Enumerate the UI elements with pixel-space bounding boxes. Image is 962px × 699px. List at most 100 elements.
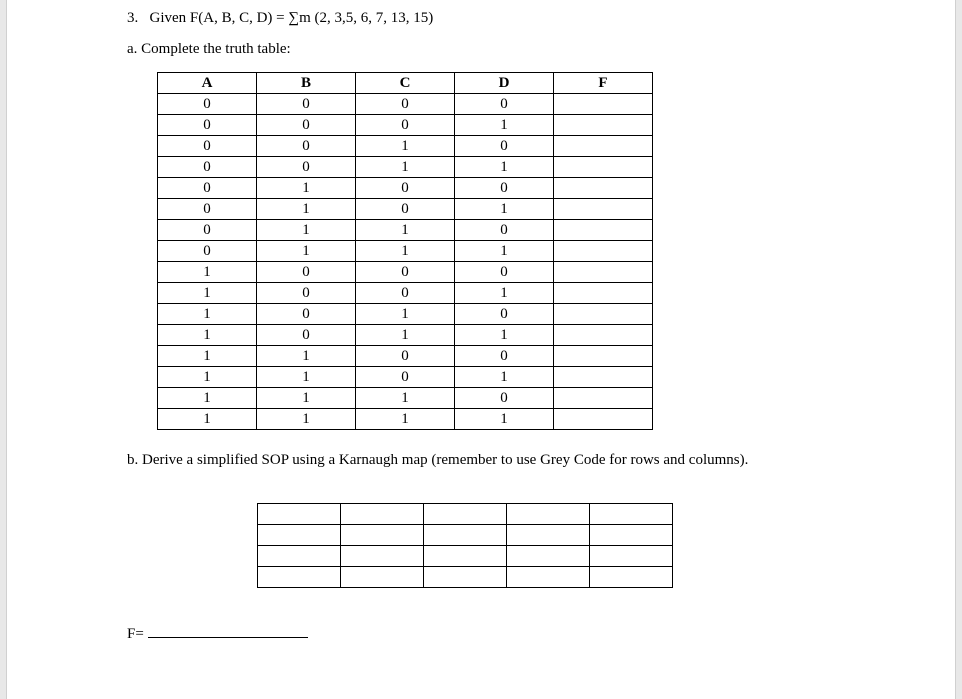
part-b-label: b. Derive a simplified SOP using a Karna…	[127, 452, 845, 469]
answer-line: F=	[127, 622, 845, 643]
table-cell: 1	[158, 409, 257, 430]
table-cell: 1	[257, 199, 356, 220]
table-row: 1100	[158, 346, 653, 367]
kmap-cell	[507, 546, 590, 567]
kmap-cell	[258, 525, 341, 546]
table-row: 0001	[158, 115, 653, 136]
kmap-cell	[590, 546, 673, 567]
table-cell: 0	[158, 220, 257, 241]
table-cell: 1	[455, 367, 554, 388]
answer-blank	[148, 622, 308, 638]
table-cell: 0	[158, 115, 257, 136]
table-cell: 1	[257, 346, 356, 367]
question-line: 3. Given F(A, B, C, D) = ∑m (2, 3,5, 6, …	[127, 10, 845, 27]
table-cell: 0	[455, 220, 554, 241]
table-cell: 1	[356, 409, 455, 430]
table-cell: 0	[257, 325, 356, 346]
question-number: 3.	[127, 10, 138, 26]
table-row: 1001	[158, 283, 653, 304]
table-cell: 0	[455, 262, 554, 283]
truth-table: A B C D F 000000010010001101000101011001…	[157, 72, 653, 430]
table-cell: 0	[158, 94, 257, 115]
table-cell: 1	[356, 220, 455, 241]
kmap-cell	[341, 525, 424, 546]
table-row: 1010	[158, 304, 653, 325]
table-row: 0101	[158, 199, 653, 220]
table-cell: 0	[158, 136, 257, 157]
table-cell: 1	[158, 304, 257, 325]
table-row: 1000	[158, 262, 653, 283]
table-cell	[554, 409, 653, 430]
col-header: D	[455, 73, 554, 94]
table-cell	[554, 178, 653, 199]
table-cell: 0	[158, 157, 257, 178]
table-cell: 1	[257, 388, 356, 409]
table-cell: 1	[257, 367, 356, 388]
kmap-cell	[424, 567, 507, 588]
truth-table-header-row: A B C D F	[158, 73, 653, 94]
kmap-cell	[507, 504, 590, 525]
table-cell: 1	[356, 388, 455, 409]
table-cell	[554, 304, 653, 325]
table-cell: 1	[455, 199, 554, 220]
table-cell	[554, 136, 653, 157]
kmap-cell	[507, 525, 590, 546]
table-cell: 1	[455, 241, 554, 262]
kmap-cell	[590, 567, 673, 588]
col-header: C	[356, 73, 455, 94]
table-cell	[554, 262, 653, 283]
kmap-table	[257, 503, 673, 588]
table-row: 0111	[158, 241, 653, 262]
table-cell: 1	[158, 262, 257, 283]
table-cell	[554, 367, 653, 388]
answer-prefix: F=	[127, 626, 144, 642]
table-cell	[554, 346, 653, 367]
kmap-row	[258, 525, 673, 546]
question-text: Given F(A, B, C, D) = ∑m (2, 3,5, 6, 7, …	[150, 10, 434, 26]
table-cell: 0	[356, 94, 455, 115]
table-cell	[554, 388, 653, 409]
table-cell: 1	[257, 178, 356, 199]
table-cell: 0	[158, 178, 257, 199]
table-cell: 0	[257, 94, 356, 115]
kmap-cell	[590, 525, 673, 546]
table-cell: 1	[455, 325, 554, 346]
table-cell: 1	[257, 220, 356, 241]
kmap-cell	[341, 567, 424, 588]
table-row: 1101	[158, 367, 653, 388]
kmap-cell	[424, 546, 507, 567]
table-cell: 0	[455, 388, 554, 409]
table-cell: 1	[455, 283, 554, 304]
table-cell: 1	[356, 325, 455, 346]
table-cell	[554, 220, 653, 241]
table-row: 1111	[158, 409, 653, 430]
kmap-cell	[590, 504, 673, 525]
table-cell: 0	[455, 136, 554, 157]
table-cell: 0	[158, 241, 257, 262]
table-cell	[554, 199, 653, 220]
paper-sheet: 3. Given F(A, B, C, D) = ∑m (2, 3,5, 6, …	[6, 0, 956, 699]
col-header: B	[257, 73, 356, 94]
table-cell: 1	[356, 241, 455, 262]
table-cell: 0	[257, 283, 356, 304]
kmap-cell	[258, 567, 341, 588]
table-cell: 0	[455, 178, 554, 199]
kmap-row	[258, 546, 673, 567]
table-cell	[554, 157, 653, 178]
table-cell: 1	[158, 367, 257, 388]
table-cell: 0	[356, 262, 455, 283]
table-row: 1110	[158, 388, 653, 409]
table-cell: 1	[257, 409, 356, 430]
table-cell	[554, 241, 653, 262]
kmap-row	[258, 504, 673, 525]
table-cell: 0	[158, 199, 257, 220]
table-cell: 0	[455, 304, 554, 325]
page: 3. Given F(A, B, C, D) = ∑m (2, 3,5, 6, …	[0, 0, 962, 699]
table-row: 0010	[158, 136, 653, 157]
table-cell: 0	[356, 115, 455, 136]
table-cell: 1	[158, 346, 257, 367]
table-cell: 0	[356, 199, 455, 220]
kmap-cell	[258, 546, 341, 567]
kmap-row	[258, 567, 673, 588]
table-cell: 0	[356, 346, 455, 367]
